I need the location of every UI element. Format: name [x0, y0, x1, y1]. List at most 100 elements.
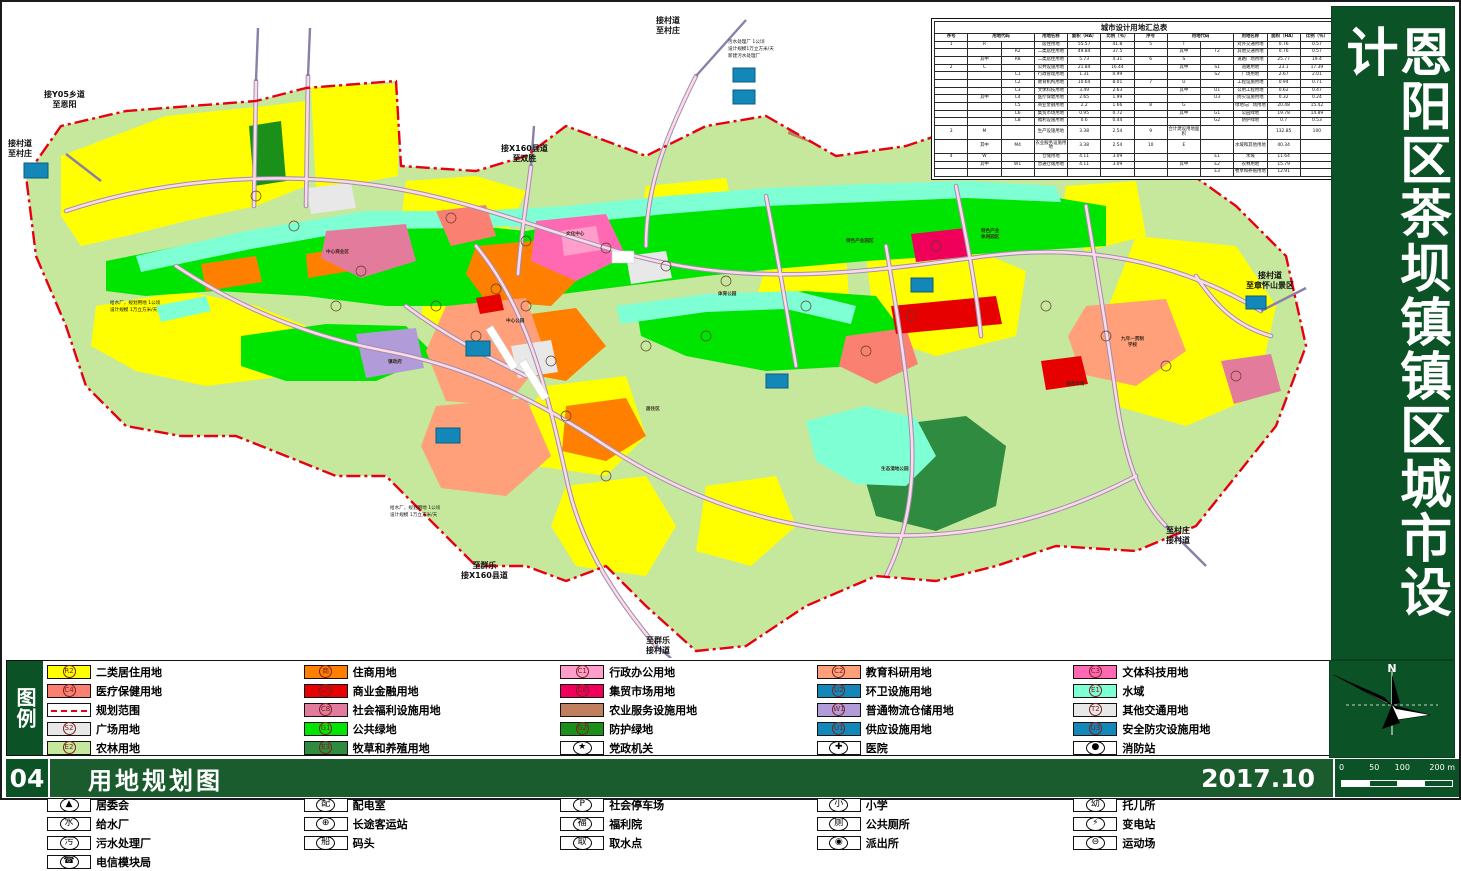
table-row: E3 牧草和养殖用地 12.91 [933, 168, 1331, 177]
legend-items: R2 二类居住用地 商 住商用地 C1 行政办公用地 C2 教育科研用地 C3 文体科技用地 C4 医… [43, 661, 1330, 869]
land-use-code: C8 [319, 703, 333, 716]
table-cell: 25.77 [1266, 55, 1301, 65]
table-cell [1233, 125, 1268, 140]
map-place-label: 体育公园 [718, 292, 737, 297]
legend-item[interactable]: U2 环卫设施用地 [816, 681, 1072, 700]
table-col-header: 用地名称 [1033, 32, 1069, 42]
table-cell [1000, 152, 1035, 162]
table-cell: 对外交通用地 [1233, 40, 1268, 50]
map-place-label: 居住区 [646, 407, 660, 412]
map-canvas[interactable]: 接Y05乡道 至恩阳 接村道 至村庄 接村道 至村庄 接X160县道 至双胜 接村道 至章… [6, 6, 1331, 658]
legend-item[interactable]: 配配电室 [303, 795, 559, 814]
legend-item-label: 农业服务设施用地 [609, 703, 698, 717]
table-cell: 防灾设施用地 [1233, 94, 1268, 103]
legend-item[interactable]: 小小学 [816, 795, 1072, 814]
legend-item[interactable]: ⊕ 长途客运站 [303, 814, 559, 833]
legend-swatch-商: 商 [303, 664, 348, 679]
table-cell [1299, 160, 1331, 170]
legend-item[interactable]: 船 码头 [303, 833, 559, 852]
table-cell: 0.94 [1266, 79, 1301, 88]
legend-item[interactable]: ● 消防站 [1073, 738, 1328, 757]
table-cell: 其中 [1166, 86, 1202, 96]
scale-tick-0: 0 [1339, 763, 1345, 772]
legend-item[interactable]: ⊖ 运动场 [1073, 833, 1328, 852]
table-cell: 8 [1133, 102, 1168, 111]
legend-item[interactable]: 幼托儿所 [1073, 795, 1328, 814]
drawing-name: 用地规划图 [50, 759, 1055, 797]
table-cell: 12.91 [1266, 168, 1301, 177]
table-row: 4 W 仓储用地 4.11 3.09 E1 水域 11.64 [933, 152, 1331, 162]
legend-item[interactable]: G1 公共绿地 [303, 719, 559, 738]
legend-item[interactable]: R2 二类居住用地 [47, 662, 302, 681]
table-cell: 4.11 [1066, 160, 1102, 170]
legend-item[interactable]: E1 水域 [1073, 681, 1328, 700]
table-col-header: 序号 [933, 32, 969, 42]
legend-item[interactable]: ⚡ 变电站 [1073, 814, 1328, 833]
legend-icon-消防站: ● [1073, 740, 1118, 755]
legend-item[interactable]: E3 牧草和养殖用地 [303, 738, 559, 757]
table-cell [933, 79, 969, 88]
legend-item[interactable]: C6 集贸市场用地 [560, 681, 815, 700]
map-note: 给水厂，规划用地 1公顷 设计规模 1万立方米/天 [110, 301, 161, 313]
legend-item[interactable]: ★ 党政机关 [560, 738, 815, 757]
legend-item[interactable]: 水 给水厂 [47, 814, 302, 833]
legend-item[interactable]: T2 其他交通用地 [1073, 700, 1328, 719]
legend-item-label: 其他交通用地 [1122, 703, 1189, 717]
table-cell: 2.54 [1100, 138, 1135, 154]
land-use-code: E1 [1088, 684, 1102, 697]
table-cell: 10.64 [1066, 79, 1102, 88]
table-cell [1000, 40, 1035, 50]
table-cell: G1 [1199, 109, 1235, 119]
legend-item[interactable]: W1 普通物流仓储用地 [816, 700, 1072, 719]
table-cell: 3.38 [1066, 138, 1102, 154]
legend-item-label: 电信模块局 [96, 855, 151, 869]
legend-item[interactable]: U1 供应设施用地 [816, 719, 1072, 738]
legend-item[interactable]: 规划范围 [47, 700, 302, 719]
map-place-label: 综合市场 [1066, 382, 1085, 387]
legend-item[interactable]: ◉ 派出所 [816, 833, 1072, 852]
table-col-header: 面积（HA） [1066, 32, 1102, 42]
table-cell [967, 117, 1002, 126]
legend-item[interactable]: 商 住商用地 [303, 662, 559, 681]
table-cell: 8.01 [1100, 79, 1135, 88]
legend-item[interactable]: 福 福利院 [560, 814, 815, 833]
table-cell [1133, 109, 1168, 119]
legend-item[interactable]: C1 行政办公用地 [560, 662, 815, 681]
legend-item[interactable]: S2 广场用地 [47, 719, 302, 738]
land-use-code: E2 [62, 741, 76, 754]
land-use-code: C5 [319, 684, 333, 697]
legend-item[interactable]: C2 教育科研用地 [816, 662, 1072, 681]
table-cell: 公园绿地 [1233, 109, 1268, 119]
legend-item[interactable]: 取 取水点 [560, 833, 815, 852]
legend-item[interactable]: G2 防护绿地 [560, 719, 815, 738]
legend-item[interactable]: 污 污水处理厂 [47, 833, 302, 852]
table-cell: 其中 [1166, 63, 1202, 73]
legend-item[interactable]: E2 农林用地 [47, 738, 302, 757]
legend-item[interactable]: 农业服务设施用地 [560, 700, 815, 719]
legend-item[interactable]: C8 社会福利设施用地 [303, 700, 559, 719]
table-cell: 仓储用地 [1033, 152, 1069, 162]
table-cell [933, 71, 969, 80]
table-cell: 防护绿地 [1233, 117, 1268, 126]
legend-item[interactable]: P 社会停车场 [560, 795, 815, 814]
facility-icon: ✚ [829, 740, 849, 755]
legend-item[interactable]: ☎ 电信模块局 [47, 852, 302, 871]
legend-item[interactable]: C4 医疗保健用地 [47, 681, 302, 700]
map-place-label: 文化中心 [566, 232, 585, 237]
facility-icon: ◉ [829, 835, 849, 850]
legend-item[interactable]: 厕 公共厕所 [816, 814, 1072, 833]
map-label: 至村庄 接村道 [1166, 526, 1190, 545]
facility-icon: ★ [572, 740, 592, 755]
legend-item[interactable]: U3 安全防灾设施用地 [1073, 719, 1328, 738]
table-col-header: 序号 [1133, 32, 1168, 42]
legend-item[interactable]: ✚ 医院 [816, 738, 1072, 757]
table-row: C3 文体科技用地 3.49 2.63 其中 U1 公用工程用地 0.62 0.47 [933, 86, 1331, 96]
table-cell: 20.48 [1266, 102, 1301, 111]
table-cell: 0.7 [1266, 117, 1301, 126]
legend-item[interactable]: ▲ 居委会 [47, 795, 302, 814]
legend-item[interactable]: C3 文体科技用地 [1073, 662, 1328, 681]
legend-item[interactable]: C5 商业金融用地 [303, 681, 559, 700]
table-cell: 教育机构用地 [1033, 79, 1069, 88]
table-cell: S [1166, 55, 1202, 65]
table-cell: C4 [1000, 94, 1035, 103]
